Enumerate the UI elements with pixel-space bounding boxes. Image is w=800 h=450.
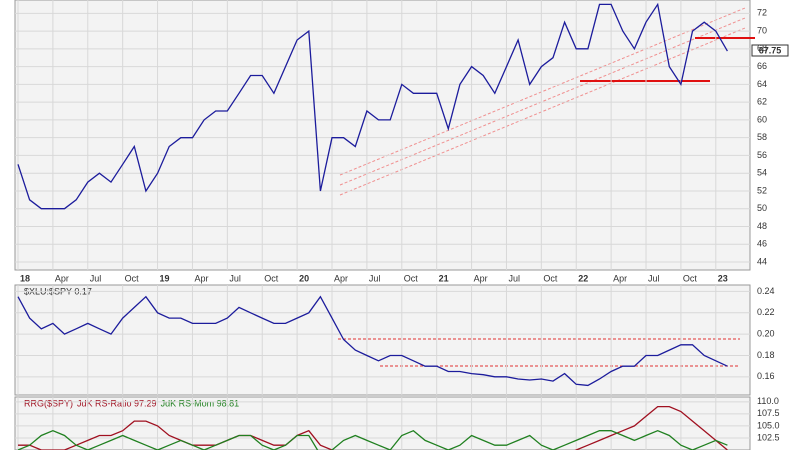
y-tick-label: 56 (757, 150, 767, 160)
y-tick-label: 48 (757, 221, 767, 231)
y-tick-label: 70 (757, 25, 767, 35)
x-tick-label: Oct (404, 273, 419, 283)
x-tick-label: Jul (369, 273, 381, 283)
x-tick-label: Jul (648, 273, 660, 283)
y-tick-label: 102.5 (757, 432, 780, 442)
ratio-panel (14, 284, 751, 396)
series-line (17, 2, 728, 210)
x-tick-label: 20 (299, 273, 309, 283)
price-panel (14, 0, 751, 271)
x-tick-label: 18 (20, 273, 30, 283)
y-tick-label: 50 (757, 203, 767, 213)
x-tick-label: Oct (264, 273, 279, 283)
y-tick-label: 110.0 (757, 396, 779, 406)
annotations (338, 7, 755, 367)
y-tick-label: 54 (757, 168, 767, 178)
x-tick-label: Oct (683, 273, 698, 283)
legend-ratio: JdK RS-Ratio 97.29 (77, 398, 157, 408)
y-tick-label: 68 (757, 43, 767, 53)
y-tick-label: 0.20 (757, 329, 775, 339)
x-tick-label: 19 (160, 273, 170, 283)
y-tick-label: 107.5 (757, 408, 780, 418)
series-line (17, 295, 728, 387)
y-tick-label: 64 (757, 79, 767, 89)
y-tick-label: 60 (757, 114, 767, 124)
x-tick-label: Apr (55, 273, 69, 283)
x-tick-label: 23 (718, 273, 728, 283)
y-tick-label: 0.18 (757, 350, 775, 360)
last-value-box (751, 44, 789, 57)
x-tick-label: Apr (613, 273, 627, 283)
x-tick-label: Apr (334, 273, 348, 283)
x-tick-label: 22 (578, 273, 588, 283)
y-tick-label: 0.24 (757, 286, 775, 296)
series-line (17, 429, 728, 450)
y-tick-label: 0.16 (757, 371, 775, 381)
x-tick-label: 21 (439, 273, 449, 283)
x-tick-label: Jul (508, 273, 520, 283)
series-line (18, 405, 728, 450)
y-tick-label: 44 (757, 256, 767, 266)
legend-mom: JdK RS-Mom 98.81 (161, 398, 240, 408)
last-value: 67.75 (759, 45, 782, 55)
y-tick-label: 52 (757, 185, 767, 195)
y-tick-label: 58 (757, 132, 767, 142)
x-tick-label: Jul (90, 273, 102, 283)
y-tick-label: 105.0 (757, 420, 780, 430)
y-tick-label: 46 (757, 239, 767, 249)
x-tick-label: Apr (474, 273, 488, 283)
rrg-title: RRG($SPY) (24, 398, 73, 408)
x-tick-label: Apr (194, 273, 208, 283)
x-tick-label: Oct (125, 273, 140, 283)
y-tick-label: 66 (757, 61, 767, 71)
x-tick-label: Jul (229, 273, 241, 283)
y-tick-label: 72 (757, 8, 767, 18)
x-tick-label: Oct (543, 273, 558, 283)
y-tick-label: 62 (757, 97, 767, 107)
y-tick-label: 0.22 (757, 307, 775, 317)
